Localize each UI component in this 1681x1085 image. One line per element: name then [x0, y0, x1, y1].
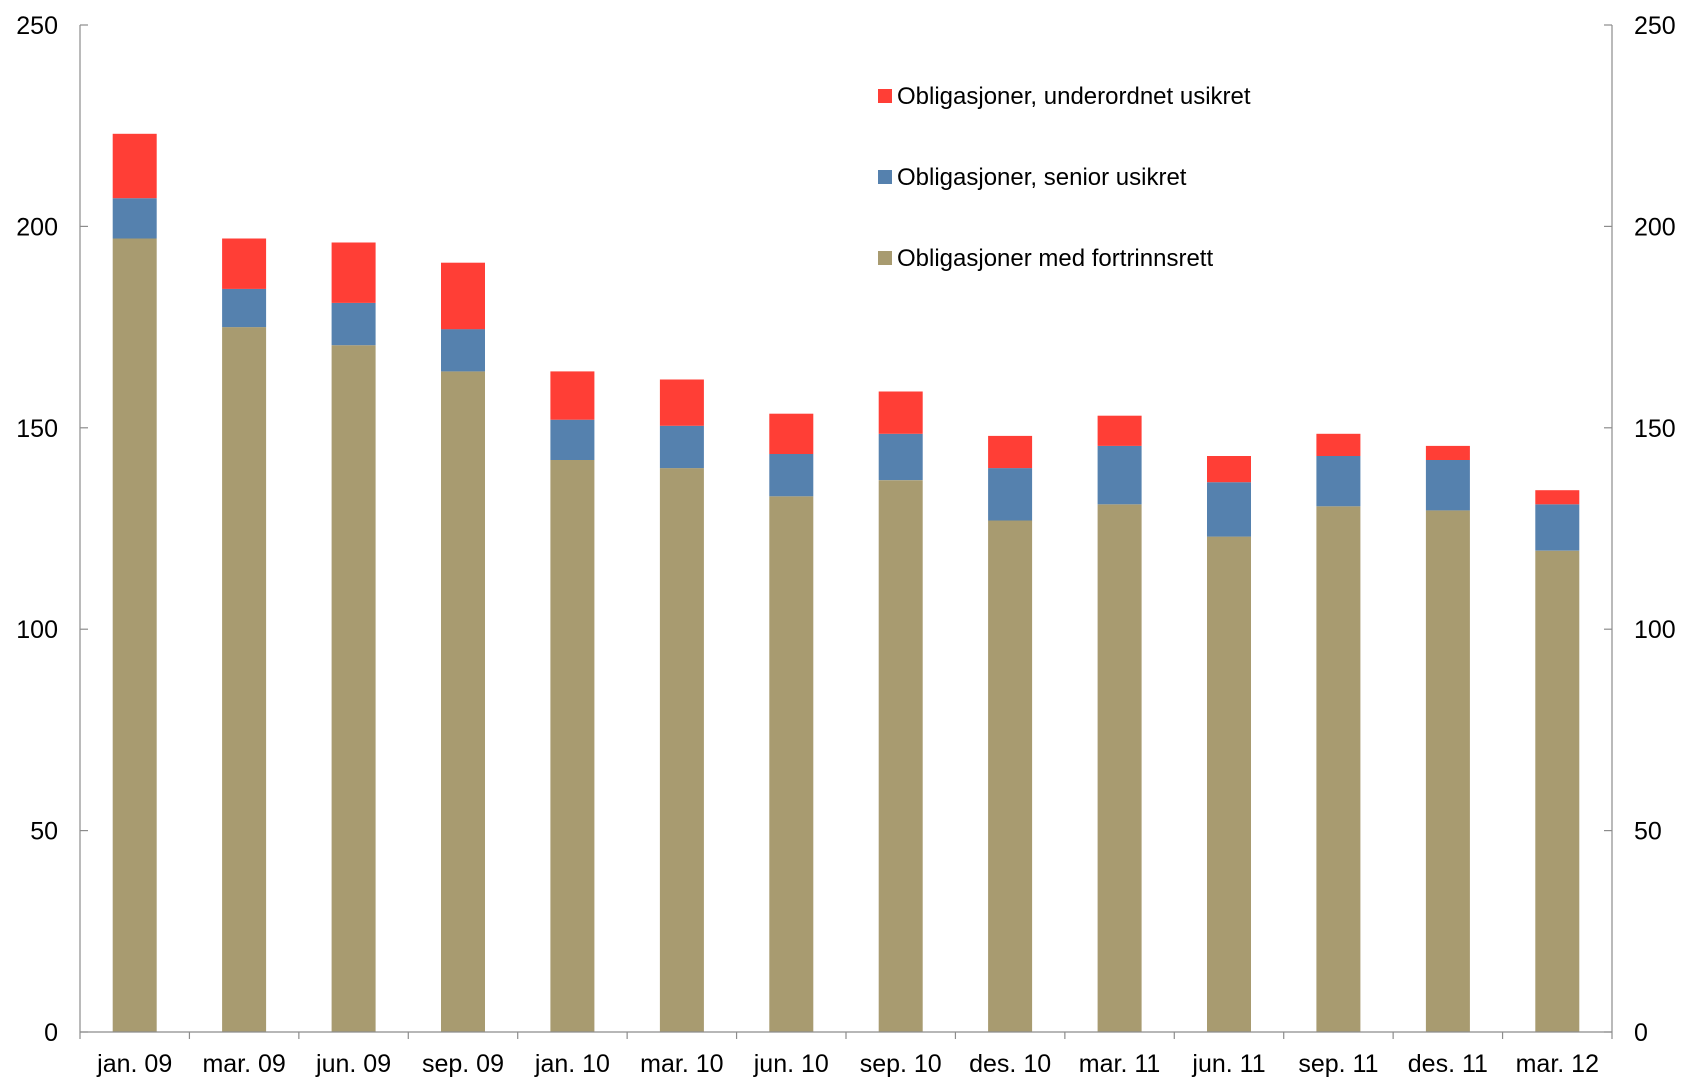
bar-segment-series-1-9: [1097, 445, 1142, 505]
bar-segment-series-2-1: [222, 238, 267, 289]
bar-segment-series-0-6: [769, 496, 814, 1032]
bar-segment-series-0-9: [1097, 504, 1142, 1032]
bar-segment-series-2-3: [441, 262, 485, 330]
bar-segment-series-2-8: [988, 435, 1033, 469]
bar-segment-series-2-11: [1316, 433, 1361, 456]
y-tick-label-right-4: 200: [1634, 213, 1676, 241]
bar-segment-series-1-8: [988, 468, 1033, 521]
y-tick-label-left-2: 100: [16, 616, 58, 644]
bar-segment-series-0-13: [1535, 550, 1580, 1032]
bar-segment-series-1-5: [659, 425, 704, 469]
y-tick-label-left-1: 50: [30, 818, 58, 846]
x-tick-label-10: jun. 11: [1191, 1050, 1265, 1078]
y-tick-label-left-5: 250: [16, 12, 58, 40]
bar-segment-series-1-10: [1207, 482, 1251, 537]
x-tick-label-11: sep. 11: [1298, 1050, 1378, 1078]
x-tick-label-2: jun. 09: [315, 1050, 391, 1078]
y-tick-label-left-4: 200: [16, 213, 58, 241]
x-tick-label-13: mar. 12: [1516, 1050, 1599, 1078]
bar-segment-series-1-1: [222, 288, 267, 328]
bar-segment-series-1-0: [112, 198, 157, 239]
bar-segment-series-0-3: [441, 371, 485, 1032]
x-tick-label-7: sep. 10: [860, 1050, 942, 1078]
y-tick-label-right-0: 0: [1634, 1019, 1648, 1047]
y-tick-label-left-0: 0: [44, 1019, 58, 1047]
bar-segment-series-1-12: [1425, 460, 1470, 511]
y-tick-label-left-3: 150: [16, 415, 58, 443]
x-tick-label-3: sep. 09: [422, 1050, 504, 1078]
legend-label-1: Obligasjoner, senior usikret: [897, 164, 1187, 191]
bar-segment-series-1-11: [1316, 456, 1361, 507]
bar-segment-series-0-7: [878, 480, 923, 1032]
x-tick-label-0: jan. 09: [96, 1050, 172, 1078]
bar-segment-series-0-1: [222, 327, 267, 1033]
x-tick-label-6: jun. 10: [753, 1050, 829, 1078]
bar-segment-series-2-0: [112, 133, 157, 199]
bar-segment-series-2-13: [1535, 490, 1580, 505]
bar-segment-series-2-5: [659, 379, 704, 426]
bar-segment-series-0-4: [550, 460, 595, 1032]
bar-segment-series-0-10: [1207, 536, 1251, 1032]
labels-layer: 0 0 50 50 100 100 150 150 200 200 250 250 jan. 09 mar…: [16, 12, 1675, 1078]
legend-label-0: Obligasjoner med fortrinnsrett: [897, 245, 1213, 272]
bar-segment-series-0-8: [988, 520, 1033, 1032]
bar-segment-series-1-3: [441, 329, 485, 372]
bar-segment-series-0-5: [659, 468, 704, 1033]
bars-layer: [112, 133, 1580, 1033]
x-tick-label-8: des. 10: [969, 1050, 1051, 1078]
bar-segment-series-1-4: [550, 419, 595, 460]
bar-segment-series-2-12: [1425, 445, 1470, 460]
bar-segment-series-1-13: [1535, 504, 1580, 551]
bar-segment-series-2-4: [550, 371, 595, 420]
bar-segment-series-2-9: [1097, 415, 1142, 446]
bar-segment-series-2-6: [769, 413, 814, 454]
bar-segment-series-1-7: [878, 433, 923, 481]
x-tick-label-5: mar. 10: [640, 1050, 723, 1078]
x-tick-label-1: mar. 09: [202, 1050, 285, 1078]
bar-segment-series-2-2: [331, 242, 376, 303]
y-tick-label-right-3: 150: [1634, 415, 1676, 443]
bar-segment-series-1-2: [331, 302, 376, 346]
bar-segment-series-0-0: [112, 238, 157, 1032]
x-tick-label-9: mar. 11: [1079, 1050, 1161, 1078]
bar-segment-series-0-2: [331, 345, 376, 1032]
bar-segment-series-1-6: [769, 454, 814, 497]
axes-layer: [79, 24, 1613, 1039]
x-tick-label-4: jan. 10: [534, 1050, 610, 1078]
legend: Obligasjoner, underordnet usikret Obligas…: [878, 83, 1251, 272]
legend-swatch-2: [878, 89, 892, 103]
y-tick-label-right-1: 50: [1634, 818, 1662, 846]
legend-swatch-0: [878, 251, 892, 265]
y-tick-label-right-2: 100: [1634, 616, 1676, 644]
legend-label-2: Obligasjoner, underordnet usikret: [897, 83, 1251, 110]
bar-segment-series-0-12: [1425, 510, 1470, 1032]
bar-segment-series-0-11: [1316, 506, 1361, 1032]
bar-segment-series-2-10: [1207, 456, 1251, 483]
bar-segment-series-2-7: [878, 391, 923, 434]
legend-swatch-1: [878, 170, 892, 184]
x-tick-label-12: des. 11: [1408, 1050, 1488, 1078]
y-tick-label-right-5: 250: [1634, 12, 1676, 40]
